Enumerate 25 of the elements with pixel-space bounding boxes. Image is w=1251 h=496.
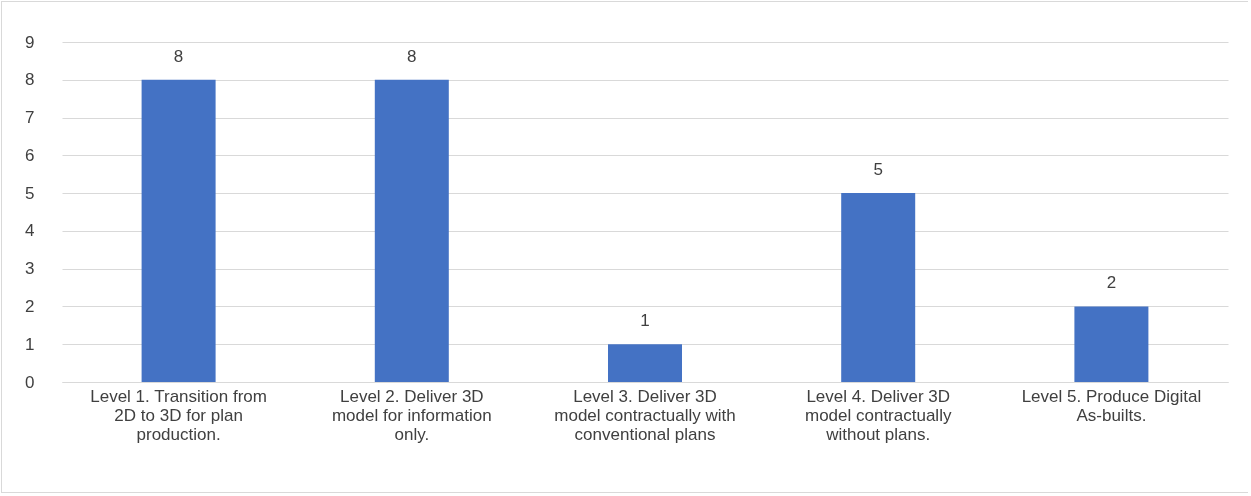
data-label: 8	[407, 46, 417, 66]
x-tick-label: Level 1. Transition from 2D to 3D for plan production.	[90, 386, 267, 444]
y-tick-label: 4	[25, 221, 35, 241]
bar	[841, 193, 916, 382]
y-tick-label: 7	[25, 108, 35, 128]
bar	[374, 79, 449, 382]
bar	[1074, 306, 1149, 382]
x-tick-label: Level 2. Deliver 3D model for information only.	[331, 386, 492, 444]
y-tick-label: 1	[25, 334, 35, 354]
y-tick-label: 8	[25, 70, 35, 90]
data-label: 5	[873, 160, 883, 180]
data-label: 8	[173, 46, 184, 66]
x-tick-label: Level 5. Produce Digital As-builts.	[1021, 386, 1202, 425]
bar	[608, 344, 682, 382]
y-tick-label: 3	[25, 259, 35, 279]
data-label: 1	[640, 311, 650, 331]
x-tick-label: Level 4. Deliver 3D model contractually without plans.	[804, 386, 952, 444]
y-tick-label: 0	[25, 372, 35, 392]
y-tick-label: 2	[25, 296, 35, 316]
data-label: 2	[1106, 273, 1117, 293]
y-tick-label: 5	[25, 183, 35, 203]
y-tick-label: 9	[25, 32, 35, 52]
bar	[141, 79, 216, 382]
y-tick-label: 6	[25, 145, 35, 165]
x-tick-label: Level 3. Deliver 3D model contractually with conventional plans	[554, 386, 736, 444]
